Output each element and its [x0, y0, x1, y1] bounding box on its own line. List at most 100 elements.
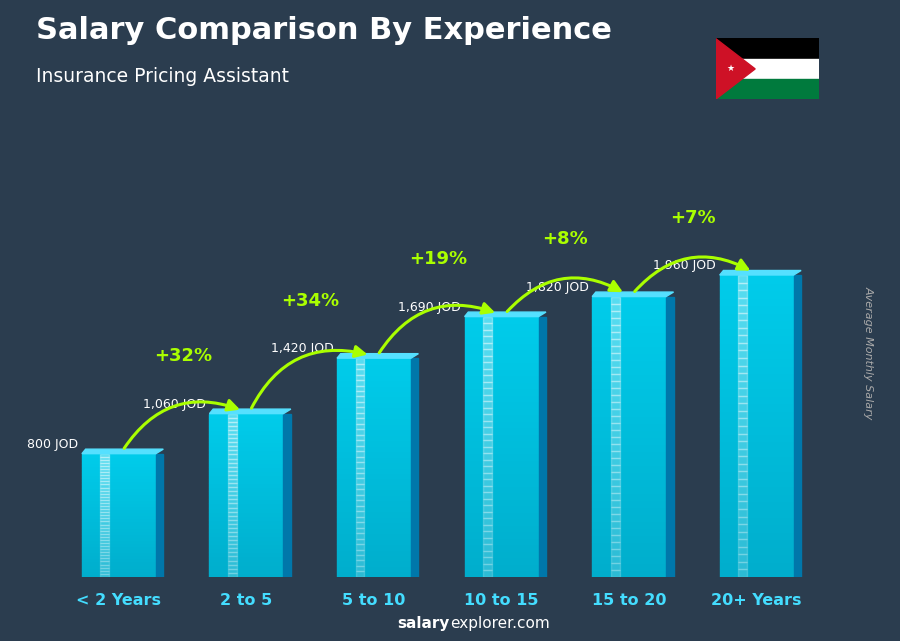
Bar: [720, 351, 794, 358]
Bar: [738, 335, 747, 343]
Text: 1,060 JOD: 1,060 JOD: [143, 397, 206, 411]
Bar: [101, 512, 109, 515]
Bar: [210, 430, 284, 434]
Bar: [210, 565, 284, 569]
Bar: [720, 365, 794, 373]
Bar: [82, 472, 156, 475]
Text: 1,690 JOD: 1,690 JOD: [398, 301, 461, 313]
Bar: [464, 427, 538, 434]
Bar: [592, 570, 666, 577]
Bar: [356, 560, 364, 566]
Bar: [228, 520, 237, 524]
Bar: [228, 515, 237, 520]
Bar: [611, 402, 619, 409]
Bar: [464, 492, 538, 499]
Text: +19%: +19%: [409, 250, 467, 269]
Bar: [228, 454, 237, 458]
Bar: [228, 512, 237, 515]
Bar: [82, 509, 156, 512]
Bar: [464, 486, 538, 492]
Bar: [611, 360, 619, 367]
Bar: [483, 440, 492, 447]
Bar: [483, 499, 492, 505]
Bar: [611, 345, 619, 353]
Polygon shape: [210, 409, 291, 413]
Bar: [464, 460, 538, 466]
Bar: [101, 537, 109, 540]
Text: Insurance Pricing Assistant: Insurance Pricing Assistant: [36, 67, 289, 87]
Bar: [483, 427, 492, 434]
Bar: [356, 517, 364, 522]
Bar: [611, 465, 619, 472]
Bar: [210, 454, 284, 458]
Bar: [210, 442, 284, 446]
Bar: [356, 369, 364, 374]
Bar: [356, 571, 364, 577]
Bar: [356, 549, 364, 555]
Bar: [738, 479, 747, 487]
Bar: [611, 542, 619, 549]
Bar: [592, 521, 666, 528]
Bar: [210, 499, 284, 503]
Bar: [592, 374, 666, 381]
Bar: [228, 544, 237, 548]
Bar: [738, 539, 747, 547]
Bar: [228, 487, 237, 491]
Bar: [720, 358, 794, 365]
Bar: [611, 374, 619, 381]
Bar: [464, 395, 538, 401]
Bar: [228, 446, 237, 451]
Bar: [592, 514, 666, 521]
Polygon shape: [716, 38, 755, 99]
Bar: [592, 360, 666, 367]
Bar: [738, 531, 747, 539]
Bar: [720, 569, 794, 577]
Bar: [720, 479, 794, 487]
Bar: [337, 380, 411, 385]
Bar: [720, 463, 794, 471]
Bar: [611, 528, 619, 535]
Bar: [228, 426, 237, 430]
Bar: [101, 531, 109, 534]
Bar: [483, 408, 492, 414]
Bar: [738, 517, 747, 524]
Bar: [738, 275, 747, 283]
Bar: [228, 418, 237, 422]
Bar: [611, 409, 619, 416]
Bar: [356, 473, 364, 478]
Bar: [720, 419, 794, 426]
Bar: [611, 451, 619, 458]
Bar: [82, 463, 156, 466]
Text: 1,420 JOD: 1,420 JOD: [271, 342, 333, 355]
Polygon shape: [720, 271, 801, 275]
Bar: [738, 487, 747, 494]
Bar: [592, 331, 666, 338]
Bar: [356, 555, 364, 560]
Bar: [356, 478, 364, 484]
Bar: [611, 479, 619, 486]
Bar: [82, 512, 156, 515]
Bar: [592, 458, 666, 465]
Bar: [337, 385, 411, 391]
Bar: [82, 478, 156, 481]
Polygon shape: [592, 292, 673, 297]
Bar: [592, 297, 666, 304]
Bar: [210, 467, 284, 470]
Bar: [228, 430, 237, 434]
Bar: [464, 356, 538, 362]
Bar: [483, 531, 492, 538]
Bar: [464, 343, 538, 349]
Bar: [356, 413, 364, 419]
Bar: [101, 472, 109, 475]
Bar: [337, 358, 411, 363]
Bar: [720, 539, 794, 547]
Bar: [228, 524, 237, 528]
Bar: [210, 524, 284, 528]
Bar: [210, 508, 284, 512]
Bar: [101, 469, 109, 472]
Bar: [738, 388, 747, 395]
Bar: [592, 402, 666, 409]
Bar: [611, 535, 619, 542]
Bar: [611, 570, 619, 577]
Bar: [738, 365, 747, 373]
